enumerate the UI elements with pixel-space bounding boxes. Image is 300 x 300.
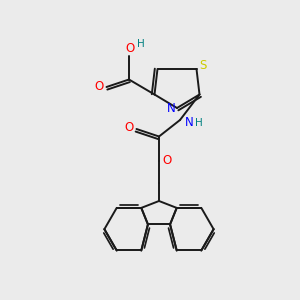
Text: H: H: [136, 39, 144, 49]
Text: N: N: [184, 116, 194, 130]
Text: N: N: [167, 101, 176, 115]
Text: O: O: [163, 154, 172, 167]
Text: H: H: [195, 118, 203, 128]
Text: S: S: [200, 59, 207, 72]
Text: O: O: [94, 80, 103, 94]
Text: O: O: [126, 42, 135, 56]
Text: O: O: [124, 121, 134, 134]
